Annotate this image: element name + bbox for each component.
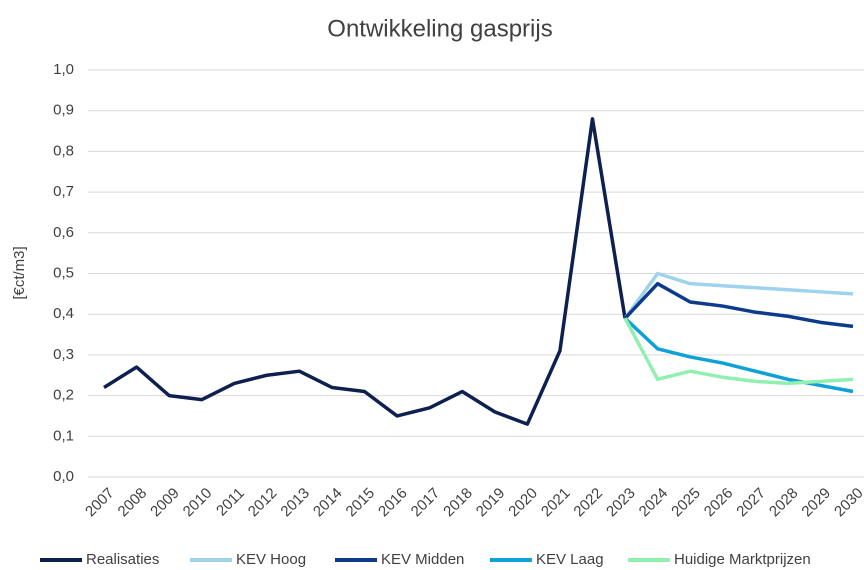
x-tick-label: 2009 (147, 485, 183, 521)
legend-label: Huidige Marktprijzen (674, 551, 811, 568)
x-tick-label: 2007 (82, 485, 118, 521)
x-tick-label: 2026 (701, 485, 737, 521)
y-tick-label: 0,4 (53, 305, 74, 322)
x-tick-label: 2017 (408, 485, 444, 521)
x-tick-label: 2025 (668, 485, 704, 521)
x-tick-label: 2029 (798, 485, 834, 521)
y-tick-label: 1,0 (53, 61, 74, 78)
x-tick-label: 2028 (766, 485, 802, 521)
y-tick-label: 0,3 (53, 346, 74, 363)
x-tick-label: 2018 (440, 485, 476, 521)
y-tick-label: 0,9 (53, 102, 74, 119)
x-tick-label: 2013 (277, 485, 313, 521)
x-tick-label: 2023 (603, 485, 639, 521)
y-tick-label: 0,0 (53, 468, 74, 485)
y-tick-label: 0,5 (53, 264, 74, 281)
x-tick-label: 2024 (636, 485, 672, 521)
x-tick-label: 2011 (213, 485, 248, 520)
y-tick-label: 0,8 (53, 142, 74, 159)
x-tick-label: 2020 (505, 485, 541, 521)
series-line (623, 317, 854, 386)
legend-label: KEV Hoog (236, 551, 306, 568)
y-axis-label: [€ct/m3] (11, 246, 28, 299)
legend-label: KEV Laag (536, 551, 604, 568)
x-tick-label: 2010 (180, 485, 216, 521)
series-line (103, 117, 627, 426)
y-tick-label: 0,1 (53, 427, 74, 444)
x-tick-label: 2030 (831, 485, 864, 521)
x-tick-label: 2022 (570, 485, 606, 521)
y-tick-label: 0,6 (53, 224, 74, 241)
series-line (623, 271, 854, 320)
x-tick-label: 2027 (733, 485, 769, 521)
x-tick-label: 2008 (115, 485, 151, 521)
y-tick-label: 0,2 (53, 387, 74, 404)
x-tick-label: 2019 (473, 485, 509, 521)
legend-label: Realisaties (86, 551, 159, 568)
x-tick-label: 2015 (343, 485, 379, 521)
y-tick-label: 0,7 (53, 183, 74, 200)
x-tick-label: 2014 (310, 485, 346, 521)
x-tick-label: 2021 (538, 485, 574, 521)
x-tick-label: 2012 (245, 485, 281, 521)
legend-label: KEV Midden (381, 551, 464, 568)
x-tick-label: 2016 (375, 485, 411, 521)
chart-title: Ontwikkeling gasprijs (327, 15, 552, 42)
series-line (623, 316, 854, 394)
series-line (623, 281, 854, 329)
